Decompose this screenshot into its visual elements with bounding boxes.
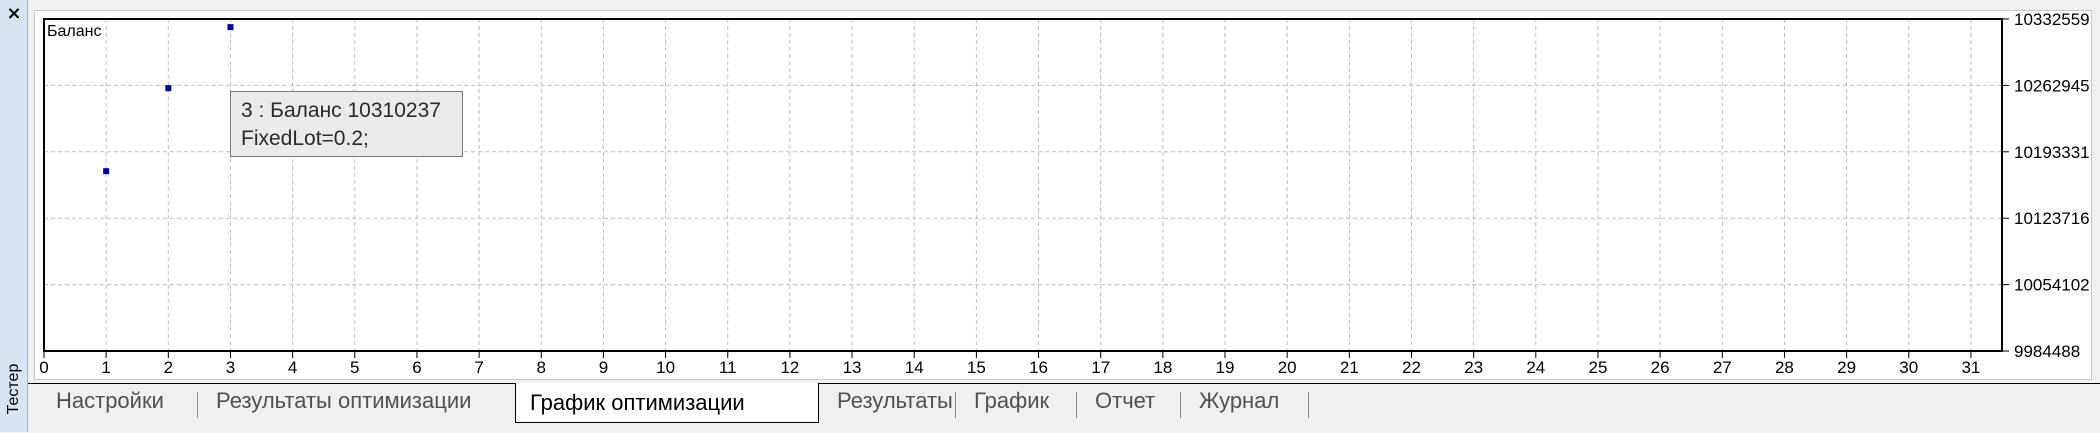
x-tick-label: 10 [656, 358, 675, 377]
tab-separator [1076, 392, 1077, 418]
y-tick-label: 10332559 [2014, 11, 2090, 29]
tab-settings[interactable]: Настройки [56, 388, 164, 413]
x-tick-label: 18 [1153, 358, 1172, 377]
x-tick-label: 13 [843, 358, 862, 377]
close-icon[interactable]: × [6, 3, 22, 24]
chart-canvas: 0 1 2 3 4 5 6 7 8 9 10 11 12 13 14 15 16 17 18 19 20 21 22 23 24… [39, 10, 2090, 377]
x-tick-label: 15 [967, 358, 986, 377]
x-tick-label: 31 [1961, 358, 1980, 377]
tester-tab-bar: Настройки Результаты оптимизации График … [28, 383, 2100, 433]
x-tick-label: 2 [164, 358, 173, 377]
y-tick-label: 10193331 [2014, 143, 2090, 162]
tab-report[interactable]: Отчет [1095, 388, 1156, 413]
chart-title: Баланс [47, 23, 101, 40]
tab-optimization-results[interactable]: Результаты оптимизации [216, 388, 472, 413]
tooltip-line-params: FixedLot=0.2; [241, 127, 369, 150]
balance-data-point[interactable] [103, 168, 110, 175]
y-tick-label: 10123716 [2014, 209, 2090, 228]
x-tick-label: 26 [1651, 358, 1670, 377]
point-tooltip: 3 : Баланс 10310237 FixedLot=0.2; [230, 91, 463, 157]
x-tick-label: 29 [1837, 358, 1856, 377]
tester-panel-label-area: Тестер [0, 354, 28, 424]
tab-separator [955, 392, 956, 418]
optimization-chart[interactable]: 0 1 2 3 4 5 6 7 8 9 10 11 12 13 14 15 16 17 18 19 20 21 22 23 24… [34, 10, 2092, 380]
x-tick-label: 30 [1899, 358, 1918, 377]
x-tick-label: 0 [39, 358, 48, 377]
tab-separator [197, 392, 198, 418]
x-tick-label: 19 [1216, 358, 1235, 377]
tab-optimization-graph[interactable]: График оптимизации [515, 383, 819, 423]
x-tick-label: 4 [288, 358, 297, 377]
tab-journal[interactable]: Журнал [1199, 388, 1280, 413]
x-tick-label: 3 [226, 358, 235, 377]
x-tick-label: 6 [412, 358, 421, 377]
x-tick-label: 25 [1589, 358, 1608, 377]
x-tick-label: 24 [1526, 358, 1545, 377]
plot-border [43, 18, 2003, 352]
tab-graph[interactable]: График [974, 388, 1050, 413]
x-tick-label: 22 [1402, 358, 1421, 377]
balance-data-point[interactable] [165, 85, 172, 92]
x-tick-label: 14 [905, 358, 924, 377]
tooltip-line-result: 3 : Баланс 10310237 [241, 99, 441, 122]
tab-separator [1180, 392, 1181, 418]
x-tick-label: 21 [1340, 358, 1359, 377]
y-tick-label: 9984488 [2014, 342, 2080, 361]
y-tick-label: 10054102 [2014, 276, 2090, 295]
tab-results[interactable]: Результаты [837, 388, 953, 413]
balance-data-point[interactable] [227, 24, 234, 31]
x-tick-label: 20 [1278, 358, 1297, 377]
x-tick-label: 28 [1775, 358, 1794, 377]
x-tick-label: 11 [719, 358, 737, 377]
x-tick-label: 12 [780, 358, 799, 377]
y-tick-label: 10262945 [2014, 76, 2090, 95]
tester-side-panel: × Тестер [0, 0, 28, 432]
x-tick-label: 9 [599, 358, 608, 377]
x-tick-label: 7 [474, 358, 483, 377]
x-tick-label: 1 [101, 358, 110, 377]
x-tick-label: 27 [1713, 358, 1732, 377]
x-tick-label: 16 [1029, 358, 1048, 377]
x-tick-label: 8 [537, 358, 546, 377]
x-tick-label: 17 [1091, 358, 1110, 377]
tester-panel-label: Тестер [5, 363, 22, 415]
tab-separator [1308, 392, 1309, 418]
x-tick-label: 23 [1464, 358, 1483, 377]
x-tick-label: 5 [350, 358, 359, 377]
